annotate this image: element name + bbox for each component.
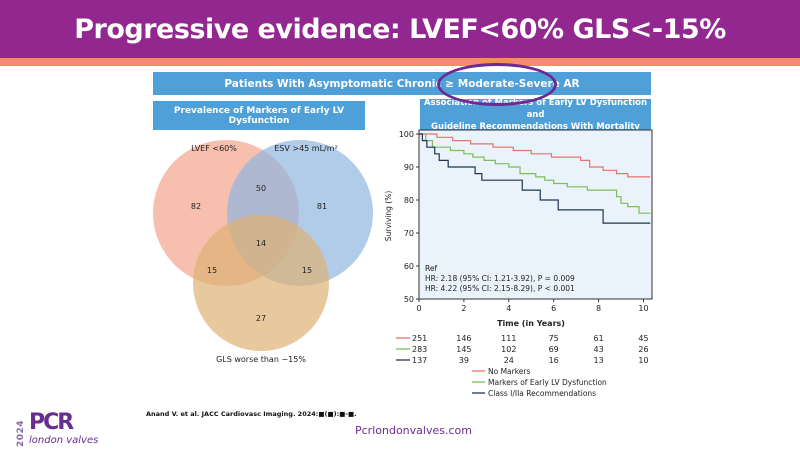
- at-risk-value: 39: [459, 356, 469, 365]
- at-risk-value: 251: [412, 334, 427, 343]
- km-y-label: Surviving (%): [384, 191, 393, 242]
- legend-label: Class I/IIa Recommendations: [488, 389, 596, 398]
- at-risk-value: 69: [549, 345, 559, 354]
- km-title-line2: Guideline Recommendations With Mortality: [431, 121, 640, 132]
- venn-value-lvef-only: 82: [191, 202, 201, 211]
- km-annotation-hr1: HR: 2.18 (95% CI: 1.21-3.92), P = 0.009: [425, 274, 575, 283]
- accent-band: [0, 58, 800, 66]
- km-x-axis: 0 2 4 6 8 10: [416, 299, 649, 313]
- km-x-tick-label: 8: [596, 304, 601, 313]
- km-title-line1: Association of Markers of Early LV Dysfu…: [423, 97, 648, 120]
- venn-value-all: 14: [256, 239, 266, 248]
- at-risk-value: 26: [638, 345, 648, 354]
- at-risk-value: 61: [594, 334, 604, 343]
- venn-set-label-gls: GLS worse than −15%: [216, 355, 306, 364]
- venn-value-lvef-esv: 50: [256, 184, 266, 193]
- km-annotation-ref: Ref: [425, 264, 437, 273]
- slide-header: Progressive evidence: LVEF<60% GLS<-15%: [0, 0, 800, 58]
- at-risk-value: 13: [594, 356, 604, 365]
- venn-value-esv-only: 81: [317, 202, 327, 211]
- km-x-tick-label: 2: [461, 304, 466, 313]
- km-legend: No Markers Markers of Early LV Dysfunctio…: [472, 367, 607, 398]
- km-y-tick-label: 90: [404, 163, 414, 172]
- website-link[interactable]: Pcrlondonvalves.com: [355, 424, 472, 437]
- at-risk-value: 146: [456, 334, 471, 343]
- km-at-risk-table: 251 146 111 75 61 45 283 145 102 69 43 26 137 39 24 16 1…: [396, 334, 649, 365]
- km-y-tick-label: 80: [404, 196, 414, 205]
- venn-value-lvef-gls: 15: [207, 266, 217, 275]
- at-risk-value: 10: [638, 356, 648, 365]
- at-risk-value: 111: [501, 334, 516, 343]
- venn-title-banner: Prevalence of Markers of Early LV Dysfun…: [153, 101, 365, 130]
- km-y-tick-label: 70: [404, 229, 414, 238]
- logo-subtitle: london valves: [29, 435, 99, 446]
- at-risk-value: 102: [501, 345, 516, 354]
- logo-brand: PCR: [29, 410, 74, 435]
- km-y-tick-label: 100: [399, 130, 414, 139]
- legend-label: No Markers: [488, 367, 531, 376]
- km-y-tick-label: 50: [404, 295, 414, 304]
- km-annotation-hr2: HR: 4.22 (95% CI: 2.15-8.29), P < 0.001: [425, 284, 575, 293]
- km-x-tick-label: 10: [638, 304, 648, 313]
- legend-label: Markers of Early LV Dysfunction: [488, 378, 607, 387]
- logo-year: 2024: [16, 419, 26, 447]
- venn-set-label-esv: ESV >45 mL/m²: [274, 144, 338, 153]
- slide-title: Progressive evidence: LVEF<60% GLS<-15%: [74, 13, 726, 45]
- venn-set-label-lvef: LVEF <60%: [191, 144, 237, 153]
- km-curve-1: [419, 133, 651, 178]
- at-risk-value: 75: [549, 334, 559, 343]
- km-curves: [419, 133, 651, 224]
- venn-circle-gls: [193, 215, 329, 351]
- pcr-logo: 2024 PCR london valves: [16, 410, 126, 448]
- km-y-axis: 50 60 70 80 90 100: [399, 130, 419, 304]
- km-plot-area: [418, 129, 653, 300]
- km-title-banner: Association of Markers of Early LV Dysfu…: [420, 97, 651, 132]
- at-risk-value: 45: [638, 334, 648, 343]
- at-risk-value: 283: [412, 345, 427, 354]
- at-risk-value: 43: [594, 345, 604, 354]
- km-x-tick-label: 0: [416, 304, 421, 313]
- km-x-label: Time (in Years): [497, 319, 565, 328]
- venn-value-esv-gls: 15: [302, 266, 312, 275]
- at-risk-value: 24: [504, 356, 514, 365]
- km-x-tick-label: 4: [506, 304, 511, 313]
- at-risk-value: 145: [456, 345, 471, 354]
- at-risk-value: 137: [412, 356, 427, 365]
- km-curve-3: [419, 133, 651, 224]
- km-y-tick-label: 60: [404, 262, 414, 271]
- km-curve-2: [419, 133, 651, 214]
- km-x-tick-label: 6: [551, 304, 556, 313]
- at-risk-value: 16: [549, 356, 559, 365]
- highlight-ellipse: [437, 63, 557, 106]
- citation: Anand V. et al. JACC Cardiovasc Imaging.…: [146, 410, 357, 418]
- venn-value-gls-only: 27: [256, 314, 266, 323]
